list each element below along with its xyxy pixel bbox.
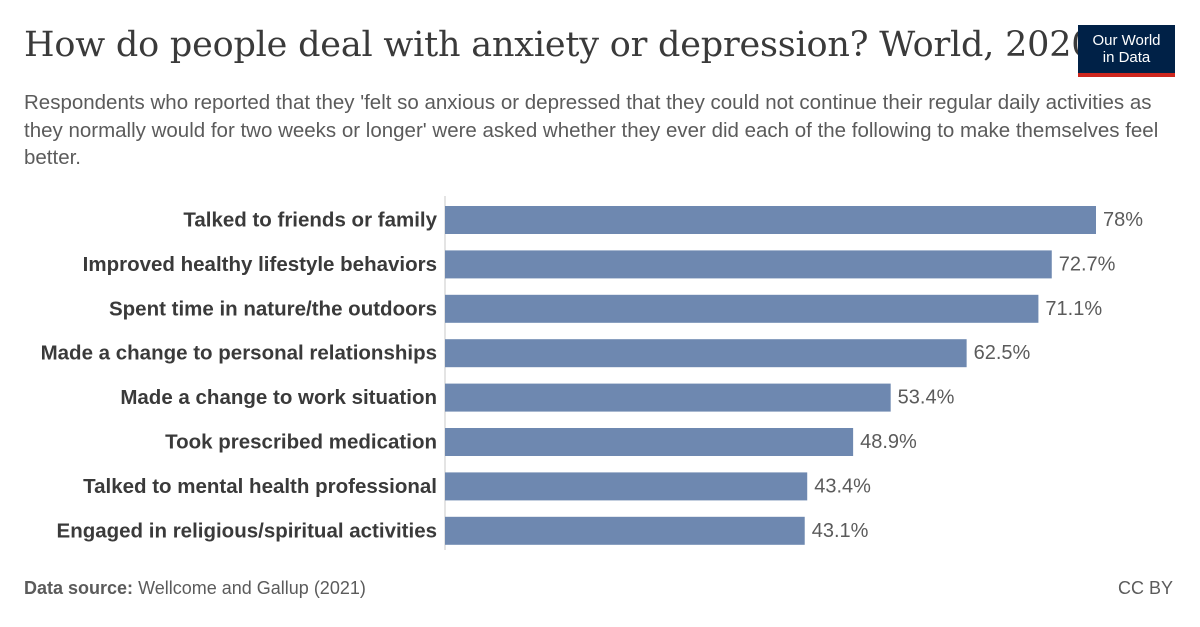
value-label: 71.1% [1045,298,1102,320]
value-label: 48.9% [860,431,917,453]
bar-chart: Talked to friends or family 78% Improved h… [41,196,1143,550]
bar[interactable] [445,339,967,368]
category-label: Took prescribed medication [165,431,437,454]
value-label: 72.7% [1059,253,1116,275]
category-label: Talked to mental health professional [83,475,437,498]
category-label: Spent time in nature/the outdoors [109,297,437,320]
value-label: 53.4% [898,387,955,409]
bar[interactable] [445,516,805,545]
bar[interactable] [445,428,854,456]
value-label: 43.1% [812,520,869,542]
chart-title: How do people deal with anxiety or depre… [24,25,1094,65]
bar[interactable] [445,383,891,412]
chart-subtitle: Respondents who reported that they 'felt… [24,91,1159,169]
owid-logo[interactable]: Our World in Data [1078,25,1175,77]
value-label: 62.5% [974,342,1031,364]
category-label: Made a change to work situation [120,386,437,409]
value-label: 78% [1103,209,1143,231]
bar[interactable] [445,206,1096,234]
data-source: Data source: Wellcome and Gallup (2021) [24,578,366,599]
bar[interactable] [445,250,1052,279]
category-label: Talked to friends or family [183,209,437,232]
logo-line-1: Our World [1092,32,1161,49]
category-label: Engaged in religious/spiritual activitie… [57,519,437,542]
data-source-link[interactable]: Wellcome and Gallup (2021) [138,578,366,598]
bar[interactable] [445,294,1039,323]
value-label: 43.4% [814,475,871,497]
data-source-label: Data source: [24,578,134,598]
logo-line-2: in Data [1102,49,1151,66]
category-label: Improved healthy lifestyle behaviors [83,253,437,276]
bar[interactable] [445,472,808,501]
license-link[interactable]: CC BY [1117,578,1173,598]
category-label: Made a change to personal relationships [41,342,437,365]
